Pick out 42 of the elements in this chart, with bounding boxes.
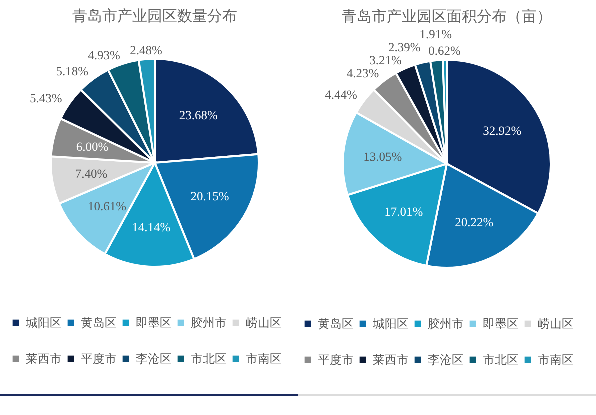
data-label: 2.48% — [130, 43, 162, 58]
data-label: 0.62% — [428, 44, 461, 58]
legend-label: 黄岛区 — [318, 317, 354, 331]
data-label: 4.23% — [346, 66, 380, 81]
data-label: 5.18% — [56, 64, 89, 79]
legend-label: 崂山区 — [538, 317, 574, 331]
data-label: 23.68% — [179, 108, 218, 123]
data-label: 20.22% — [455, 215, 494, 230]
data-label: 7.40% — [75, 166, 108, 181]
legend-label: 崂山区 — [246, 316, 282, 330]
legend-label: 李沧区 — [428, 353, 464, 367]
data-label: 6.00% — [76, 140, 109, 154]
legend-label: 市北区 — [191, 352, 227, 366]
legend-label: 平度市 — [81, 352, 117, 366]
chart-title: 青岛市产业园区数量分布 — [72, 8, 238, 25]
legend-label: 市南区 — [246, 352, 282, 366]
data-label: 17.01% — [384, 204, 424, 219]
legend-label: 胶州市 — [428, 317, 464, 331]
data-label: 32.92% — [483, 124, 522, 138]
data-label: 3.21% — [370, 53, 402, 68]
legend-label: 黄岛区 — [81, 316, 117, 330]
legend-label: 市北区 — [483, 353, 519, 367]
data-label: 5.43% — [30, 91, 62, 106]
chart-title: 青岛市产业园区面积分布（亩） — [342, 8, 552, 26]
legend-label: 莱西市 — [373, 353, 409, 367]
legend-label: 即墨区 — [136, 316, 172, 330]
legend-label: 平度市 — [318, 353, 354, 367]
data-label: 1.91% — [420, 27, 452, 42]
data-label: 13.05% — [364, 150, 402, 164]
legend-label: 李沧区 — [136, 352, 172, 366]
legend-label: 城阳区 — [372, 317, 409, 331]
data-label: 2.39% — [388, 40, 421, 54]
legend-label: 胶州市 — [191, 316, 227, 330]
data-label: 4.44% — [325, 88, 358, 102]
legend-label: 即墨区 — [483, 317, 519, 331]
legend-label: 城阳区 — [25, 316, 62, 330]
legend-label: 市南区 — [538, 353, 574, 367]
data-label: 4.93% — [88, 48, 120, 62]
data-label: 10.61% — [88, 199, 127, 214]
data-label: 14.14% — [132, 220, 171, 234]
data-label: 20.15% — [190, 190, 230, 204]
legend-label: 莱西市 — [26, 352, 62, 366]
